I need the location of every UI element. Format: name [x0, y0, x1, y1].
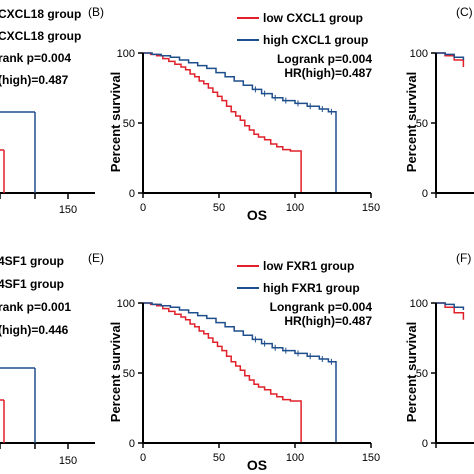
- y-axis-label-e: Percent survival: [108, 322, 123, 422]
- legend-label-low-b: low CXCL1 group: [263, 11, 363, 25]
- plot-area-f: [436, 302, 465, 320]
- hr-text-d: (high)=0.446: [0, 323, 69, 337]
- axes-f: 0 50 100: [410, 298, 474, 450]
- x-tick-label-e-1: 50: [213, 452, 225, 464]
- plot-area-c: [436, 52, 465, 67]
- panel-label-c: (C): [456, 5, 473, 19]
- series-high-line-e: [143, 302, 337, 443]
- legend-e: low FXR1 group high FXR1 group: [237, 259, 360, 295]
- x-tick-label-b-3: 150: [362, 202, 380, 214]
- censor-marks-e: [254, 336, 332, 365]
- y-tick-label-c-1: 50: [416, 118, 428, 130]
- y-tick-label-c-2: 100: [410, 48, 428, 60]
- panel-e: (E) Percent survival OS low FXR1 group h…: [88, 251, 380, 473]
- legend-low-label-d: 4SF1 group: [0, 254, 64, 268]
- axes-c: 0 50 100: [410, 48, 474, 200]
- legend-label-low-e: low FXR1 group: [263, 259, 354, 273]
- y-tick-label-b-1: 50: [123, 118, 135, 130]
- annotation-logrank-b: Logrank p=0.004: [277, 52, 372, 66]
- annotation-hr-e: HR(high)=0.487: [284, 314, 372, 328]
- y-tick-label-b-2: 100: [117, 48, 135, 60]
- legend-high-label-a: CXCL18 group: [0, 29, 81, 43]
- x-tick-label-e-2: 100: [286, 452, 304, 464]
- y-tick-label-e-1: 50: [123, 368, 135, 380]
- annotation-logrank-e: Longrank p=0.004: [270, 300, 373, 314]
- y-tick-label-f-0: 0: [422, 438, 428, 450]
- y-tick-label-f-2: 100: [410, 298, 428, 310]
- logrank-text-a: rank p=0.004: [0, 51, 71, 65]
- plot-area-b: [143, 52, 337, 193]
- panel-f: (F) Percent survival 0 50 100: [404, 251, 474, 450]
- y-tick-label-c-0: 0: [422, 188, 428, 200]
- y-axis-label-c: Percent survival: [404, 72, 419, 172]
- legend-label-high-b: high CXCL1 group: [263, 33, 368, 47]
- panel-d: 4SF1 group 4SF1 group rank p=0.001 (high…: [0, 254, 95, 467]
- legend-b: low CXCL1 group high CXCL1 group: [237, 11, 368, 47]
- y-tick-label-e-2: 100: [117, 298, 135, 310]
- x-tick-label-b-1: 50: [213, 202, 225, 214]
- x-tick-label-a: 150: [59, 204, 77, 216]
- x-tick-label-b-0: 0: [140, 202, 146, 214]
- y-tick-label-f-1: 50: [416, 368, 428, 380]
- series-high-line-f: [436, 302, 465, 310]
- panel-label-b: (B): [88, 5, 104, 19]
- series-high-line-c: [436, 52, 465, 60]
- x-tick-label-e-3: 150: [362, 452, 380, 464]
- censor-marks-b: [254, 86, 332, 115]
- axes-e: 0 50 100 0 50 100 150: [117, 298, 381, 464]
- hr-text-a: (high)=0.487: [0, 73, 69, 87]
- y-axis-label-f: Percent survival: [404, 322, 419, 422]
- y-tick-label-b-0: 0: [129, 188, 135, 200]
- x-axis-label-e: OS: [247, 457, 267, 473]
- panel-c: (C) Percent survival 0 50 100: [404, 5, 474, 200]
- panel-b: (B) Percent survival OS low CXCL1 group …: [88, 5, 380, 223]
- plot-area-e: [143, 302, 337, 443]
- logrank-text-d: rank p=0.001: [0, 300, 71, 314]
- x-tick-label-e-0: 0: [140, 452, 146, 464]
- series-low-line-e: [143, 302, 302, 443]
- annotation-hr-b: HR(high)=0.487: [284, 66, 372, 80]
- legend-high-label-d: 4SF1 group: [0, 277, 64, 291]
- y-axis-label-b: Percent survival: [108, 72, 123, 172]
- series-low-line-b: [143, 52, 302, 193]
- series-high-line-b: [143, 52, 337, 193]
- x-axis-label-b: OS: [247, 207, 267, 223]
- panel-a: CXCL18 group CXCL18 group rank p=0.004 (…: [0, 7, 95, 216]
- axes-b: 0 50 100 0 50 100 150: [117, 48, 381, 214]
- panel-label-f: (F): [456, 251, 471, 265]
- panel-label-e: (E): [88, 251, 104, 265]
- series-low-line-f: [436, 302, 465, 320]
- x-tick-label-d: 150: [59, 455, 77, 467]
- x-tick-label-b-2: 100: [286, 202, 304, 214]
- legend-low-label-a: CXCL18 group: [0, 7, 81, 21]
- legend-label-high-e: high FXR1 group: [263, 281, 360, 295]
- y-tick-label-e-0: 0: [129, 438, 135, 450]
